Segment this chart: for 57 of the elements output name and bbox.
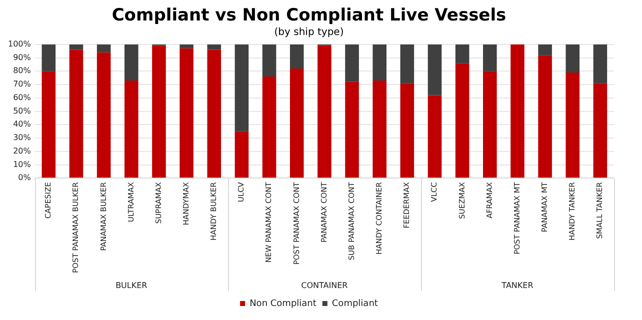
bar [290, 68, 304, 178]
bar [207, 50, 222, 178]
bar [455, 44, 470, 64]
bar [124, 80, 138, 178]
bar [207, 44, 222, 50]
bar [566, 72, 580, 178]
text: CONTAINER [301, 281, 348, 290]
bar [483, 71, 497, 178]
chart-title: Compliant vs Non Compliant Live Vessels [112, 6, 506, 26]
bar [538, 44, 552, 56]
y-tick-label: 30% [13, 133, 32, 142]
y-tick-label: 40% [13, 120, 32, 129]
bar [372, 44, 386, 81]
y-tick-label: 90% [13, 52, 32, 62]
bar [96, 44, 111, 52]
bar [69, 44, 84, 50]
bar [428, 95, 442, 178]
bar [428, 44, 442, 96]
bar [538, 55, 552, 178]
y-tick-label: 80% [13, 66, 32, 76]
bar [234, 44, 249, 132]
bar [290, 44, 304, 68]
bar [124, 44, 138, 81]
bar [42, 44, 56, 72]
y-tick-label: 60% [13, 92, 32, 102]
bar [96, 52, 111, 178]
bar [593, 83, 608, 178]
y-tick-label: 0% [18, 173, 32, 182]
bar [372, 80, 386, 178]
bar [593, 44, 608, 84]
text: BULKER [116, 281, 148, 290]
legend-label: Compliant [332, 298, 378, 309]
legend-label: Non Compliant [250, 298, 317, 309]
y-tick-label: 70% [13, 80, 32, 89]
y-tick-label: 100% [8, 39, 32, 48]
bar [400, 83, 414, 178]
y-tick-label: 50% [13, 106, 32, 116]
bar [152, 46, 166, 178]
bar [400, 44, 414, 84]
bar [42, 71, 56, 178]
bar [483, 44, 497, 72]
bar [262, 44, 276, 76]
bar [455, 63, 470, 178]
bar [234, 131, 249, 178]
chart-subtitle: (by ship type) [274, 26, 344, 38]
bar [318, 46, 332, 178]
bar [180, 44, 194, 48]
bar [566, 44, 580, 72]
text: TANKER [500, 281, 534, 290]
bar [180, 48, 194, 178]
bar [69, 50, 84, 178]
y-tick-label: 10% [13, 160, 32, 169]
bar [262, 76, 276, 178]
y-tick-label: 20% [13, 146, 32, 156]
bar [345, 82, 359, 178]
bar [510, 44, 524, 178]
bar [345, 44, 359, 82]
